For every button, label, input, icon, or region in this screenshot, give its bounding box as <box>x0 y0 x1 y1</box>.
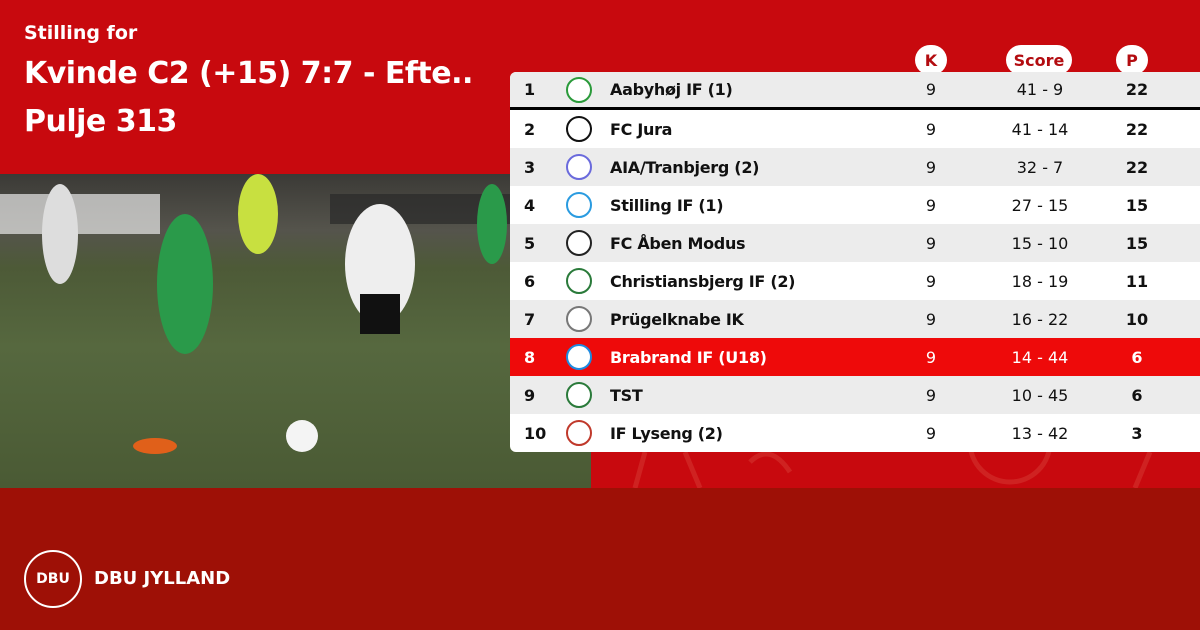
team-logo-icon <box>566 192 592 218</box>
team-name: Aabyhøj IF (1) <box>610 80 733 99</box>
position: 2 <box>524 119 536 139</box>
dbu-logo: DBU <box>24 550 82 608</box>
team-name: FC Åben Modus <box>610 233 746 253</box>
points: 6 <box>1131 385 1143 405</box>
team-logo-icon <box>566 116 592 142</box>
team-logo-icon <box>566 154 592 180</box>
team-name: Stilling IF (1) <box>610 195 724 215</box>
position: 9 <box>524 385 536 405</box>
goal-score: 41 - 9 <box>1016 80 1064 99</box>
goal-score: 32 - 7 <box>1016 157 1064 177</box>
table-row[interactable]: 3 AIA/Tranbjerg (2) 9 32 - 7 22 <box>510 148 1200 186</box>
points: 22 <box>1125 80 1149 99</box>
team-logo-icon <box>566 76 592 103</box>
team-name: AIA/Tranbjerg (2) <box>610 157 760 177</box>
points: 15 <box>1125 233 1149 253</box>
team-name: FC Jura <box>610 119 673 139</box>
standings-table: 1 Aabyhøj IF (1) 9 41 - 9 22 2 FC Jura 9 … <box>510 72 1200 452</box>
matches-played: 9 <box>925 309 937 329</box>
pool-title: Pulje 313 <box>24 104 177 139</box>
table-row[interactable]: 1 Aabyhøj IF (1) 9 41 - 9 22 <box>510 72 1200 110</box>
position: 8 <box>524 347 536 367</box>
matches-played: 9 <box>925 233 937 253</box>
team-name: Christiansbjerg IF (2) <box>610 271 796 291</box>
points: 6 <box>1131 347 1143 367</box>
matches-played: 9 <box>925 80 937 99</box>
position: 3 <box>524 157 536 177</box>
team-logo-icon <box>566 344 592 370</box>
matches-played: 9 <box>925 385 937 405</box>
team-name: IF Lyseng (2) <box>610 423 723 443</box>
team-logo-icon <box>566 268 592 294</box>
matches-played: 9 <box>925 195 937 215</box>
points: 22 <box>1125 119 1149 139</box>
points: 11 <box>1125 271 1149 291</box>
goal-score: 13 - 42 <box>1011 423 1069 443</box>
table-row[interactable]: 9 TST 9 10 - 45 6 <box>510 376 1200 414</box>
position: 1 <box>524 80 536 99</box>
table-row[interactable]: 2 FC Jura 9 41 - 14 22 <box>510 110 1200 148</box>
position: 4 <box>524 195 536 215</box>
points: 15 <box>1125 195 1149 215</box>
column-header-score: Score <box>1006 45 1072 75</box>
points: 3 <box>1131 423 1143 443</box>
match-photo <box>0 174 591 488</box>
team-logo-icon <box>566 306 592 332</box>
position: 7 <box>524 309 536 329</box>
points: 22 <box>1125 157 1149 177</box>
position: 10 <box>524 423 547 443</box>
column-header-p: P <box>1116 45 1148 75</box>
goal-score: 10 - 45 <box>1011 385 1069 405</box>
team-logo-icon <box>566 420 592 446</box>
matches-played: 9 <box>925 119 937 139</box>
goal-score: 18 - 19 <box>1011 271 1069 291</box>
matches-played: 9 <box>925 157 937 177</box>
subtitle: Stilling for <box>24 22 138 44</box>
points: 10 <box>1125 309 1149 329</box>
matches-played: 9 <box>925 271 937 291</box>
table-row[interactable]: 8 Brabrand IF (U18) 9 14 - 44 6 <box>510 338 1200 376</box>
column-header-k: K <box>915 45 947 75</box>
matches-played: 9 <box>925 347 937 367</box>
page-title: Kvinde C2 (+15) 7:7 - Efte.. <box>24 56 473 91</box>
watermark-pattern <box>632 452 1153 488</box>
team-name: Brabrand IF (U18) <box>610 347 767 367</box>
position: 5 <box>524 233 536 253</box>
table-row[interactable]: 10 IF Lyseng (2) 9 13 - 42 3 <box>510 414 1200 452</box>
table-row[interactable]: 4 Stilling IF (1) 9 27 - 15 15 <box>510 186 1200 224</box>
table-row[interactable]: 6 Christiansbjerg IF (2) 9 18 - 19 11 <box>510 262 1200 300</box>
goal-score: 14 - 44 <box>1011 347 1069 367</box>
team-logo-icon <box>566 382 592 408</box>
goal-score: 15 - 10 <box>1011 233 1069 253</box>
footer-brand: DBU JYLLAND <box>94 568 231 589</box>
table-row[interactable]: 5 FC Åben Modus 9 15 - 10 15 <box>510 224 1200 262</box>
team-name: TST <box>610 385 643 405</box>
team-logo-icon <box>566 230 592 256</box>
table-row[interactable]: 7 Prügelknabe IK 9 16 - 22 10 <box>510 300 1200 338</box>
goal-score: 41 - 14 <box>1011 119 1069 139</box>
goal-score: 27 - 15 <box>1011 195 1069 215</box>
position: 6 <box>524 271 536 291</box>
goal-score: 16 - 22 <box>1011 309 1069 329</box>
team-name: Prügelknabe IK <box>610 309 744 329</box>
matches-played: 9 <box>925 423 937 443</box>
